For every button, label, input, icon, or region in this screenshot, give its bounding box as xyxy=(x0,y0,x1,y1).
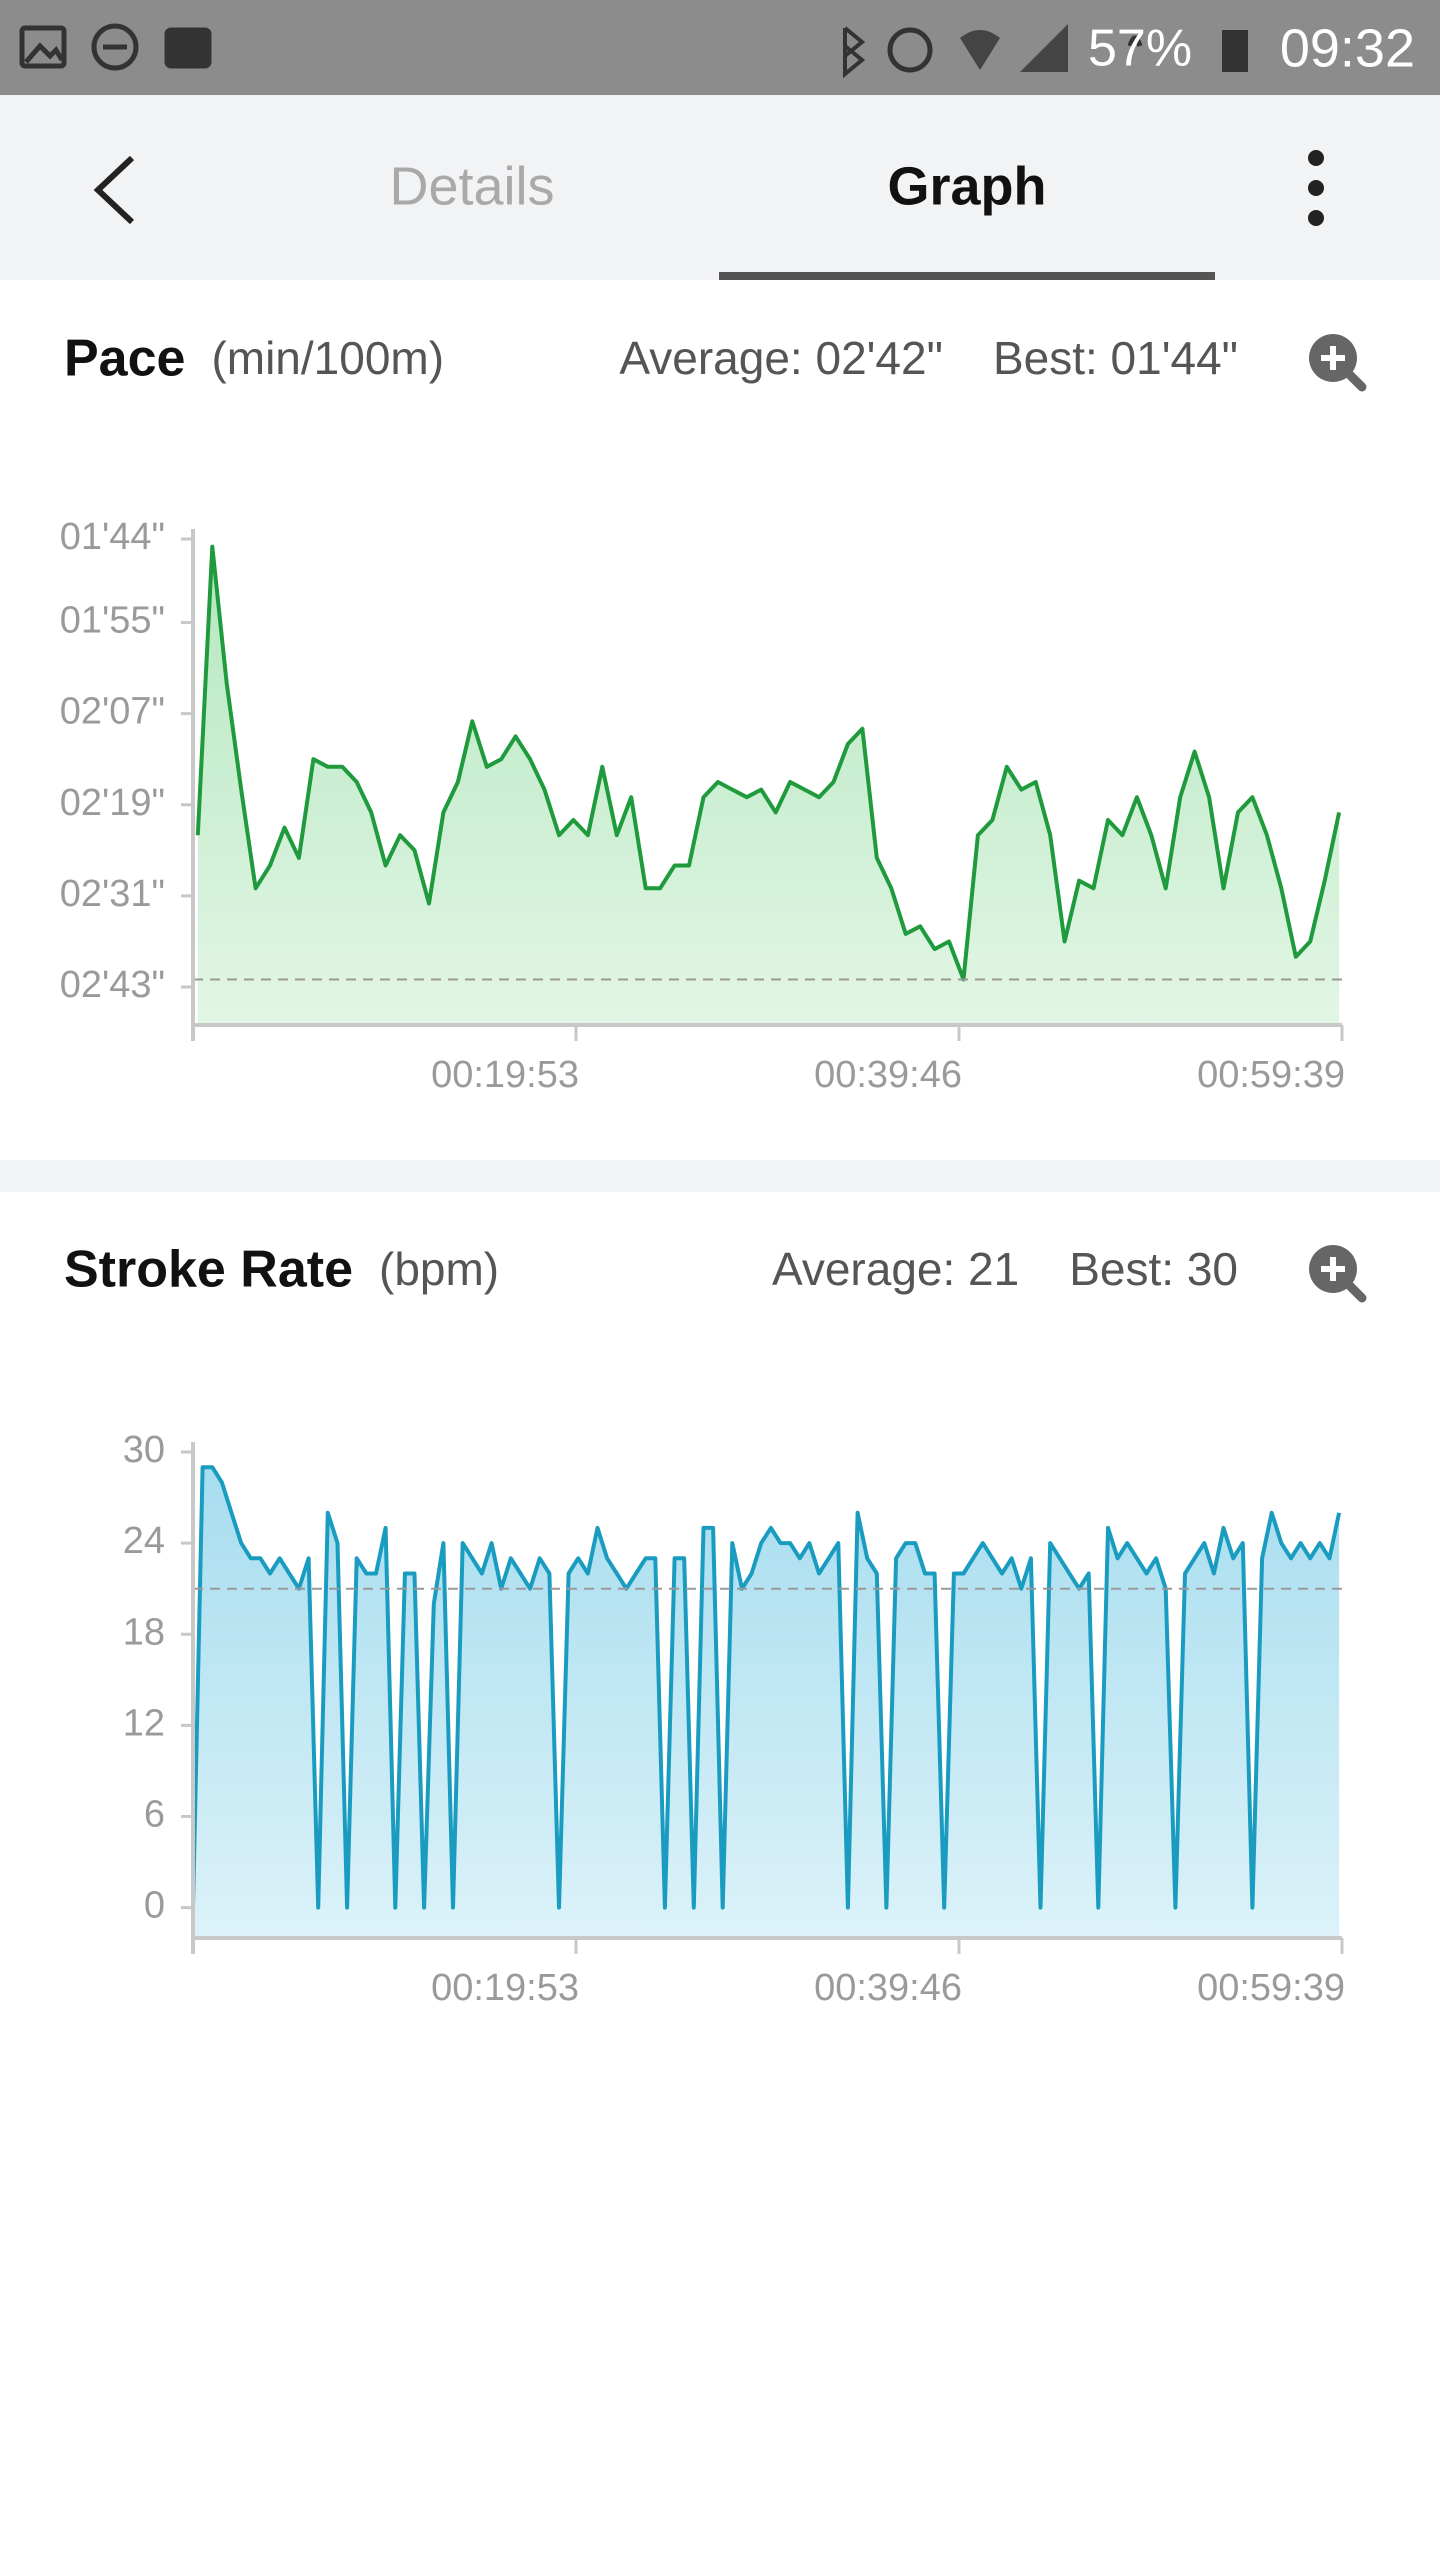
zoom-button[interactable] xyxy=(1309,1245,1367,1303)
x-tick-label: 00:19:53 xyxy=(431,1967,579,2009)
zoom-plus xyxy=(1321,1257,1345,1281)
chart-title: Stroke Rate xyxy=(64,1241,353,1299)
x-tick-label: 00:39:46 xyxy=(814,1054,962,1096)
y-tick-label: 30 xyxy=(123,1429,165,1471)
chart-title: Pace xyxy=(64,330,185,388)
area-fill xyxy=(193,1467,1340,1938)
best-label: Best: 01'44" xyxy=(993,332,1238,384)
data-line xyxy=(191,1465,1342,1910)
y-tick-label: 24 xyxy=(123,1520,165,1562)
average-label: Average: 02'42" xyxy=(619,332,943,384)
y-tick-label: 01'55" xyxy=(60,600,165,642)
data-line xyxy=(195,544,1342,982)
clock: 09:32 xyxy=(1280,18,1415,78)
x-tick-label: 00:39:46 xyxy=(814,1967,962,2009)
tab[interactable]: Graph xyxy=(887,156,1046,216)
y-tick-label: 02'31" xyxy=(60,873,165,915)
y-tick-label: 18 xyxy=(123,1611,165,1653)
tab-indicator xyxy=(719,272,1215,280)
chart-unit: (min/100m) xyxy=(211,332,444,384)
y-tick-label: 12 xyxy=(123,1702,165,1744)
y-tick-label: 6 xyxy=(144,1794,165,1836)
y-tick-label: 01'44" xyxy=(60,516,165,558)
section-divider xyxy=(0,1160,1440,1192)
best-label: Best: 30 xyxy=(1069,1243,1238,1295)
x-tick-label: 00:59:39 xyxy=(1197,1054,1345,1096)
x-tick-label: 00:19:53 xyxy=(431,1054,579,1096)
area-fill xyxy=(197,546,1340,1025)
tab[interactable]: Details xyxy=(389,156,554,216)
status-icons xyxy=(19,23,1143,71)
y-tick-label: 02'07" xyxy=(60,691,165,733)
zoom-button[interactable] xyxy=(1309,334,1367,392)
battery-percent: 57% xyxy=(1088,20,1192,78)
back-button[interactable] xyxy=(93,155,135,225)
y-tick-label: 02'43" xyxy=(60,964,165,1006)
app-bar xyxy=(0,95,1440,280)
more-menu[interactable] xyxy=(1308,150,1324,226)
y-tick-label: 0 xyxy=(144,1885,165,1927)
zoom-plus xyxy=(1321,346,1345,370)
y-tick-label: 02'19" xyxy=(60,782,165,824)
x-tick-label: 00:59:39 xyxy=(1197,1967,1345,2009)
chart-unit: (bpm) xyxy=(379,1243,499,1295)
average-label: Average: 21 xyxy=(772,1243,1019,1295)
status-right-icons xyxy=(843,24,1248,79)
status-bar xyxy=(0,0,1440,95)
